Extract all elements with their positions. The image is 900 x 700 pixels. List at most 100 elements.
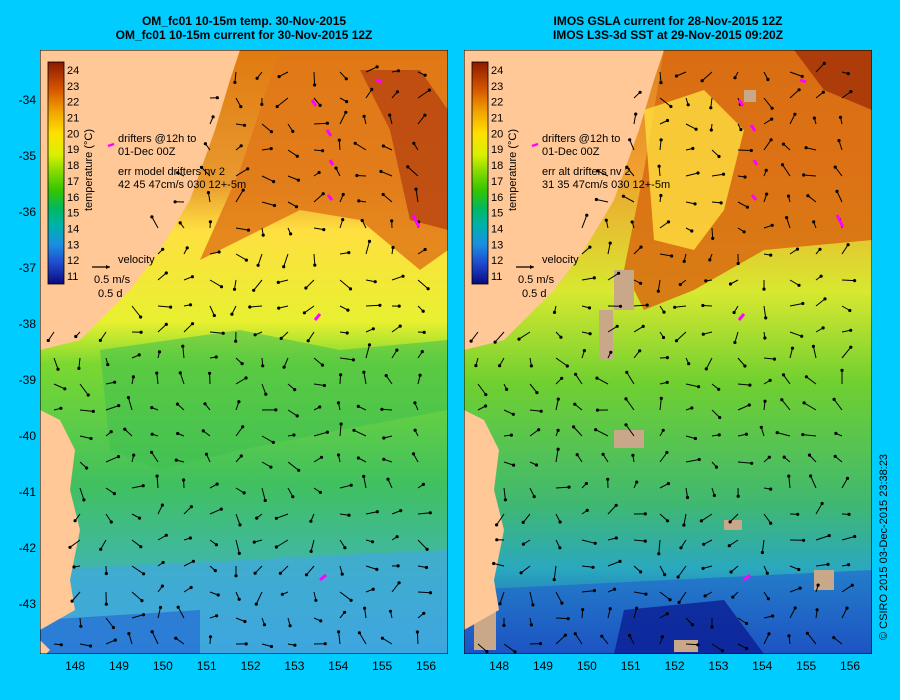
velocity-arrow-head bbox=[255, 516, 259, 520]
velocity-arrow-head bbox=[271, 440, 275, 444]
velocity-arrow-head bbox=[628, 138, 632, 142]
velocity-arrow-head bbox=[59, 406, 63, 410]
velocity-arrow-head bbox=[697, 457, 701, 462]
left-panel-title: OM_fc01 10-15m temp. 30-Nov-2015 OM_fc01… bbox=[44, 14, 444, 42]
velocity-arrow bbox=[494, 331, 505, 343]
velocity-arrow-head bbox=[712, 493, 716, 498]
velocity-arrow bbox=[711, 227, 714, 239]
velocity-arrow bbox=[623, 195, 635, 203]
velocity-arrow bbox=[555, 591, 563, 604]
velocity-arrow-head bbox=[708, 258, 712, 262]
velocity-arrow-head bbox=[219, 507, 223, 511]
velocity-arrow-head bbox=[289, 232, 293, 236]
velocity-arrow-head bbox=[428, 511, 432, 515]
velocity-arrow bbox=[416, 631, 419, 645]
velocity-arrow bbox=[789, 607, 796, 619]
panel1-x-tick-label: 150 bbox=[576, 659, 597, 673]
velocity-arrow-head bbox=[532, 495, 536, 499]
left-colorbar-label: temperature (°C) bbox=[83, 129, 95, 211]
velocity-arrow bbox=[157, 305, 171, 308]
velocity-arrow-head bbox=[253, 333, 257, 337]
velocity-arrow-head bbox=[845, 476, 850, 480]
velocity-arrow-head bbox=[357, 199, 361, 203]
velocity-arrow-head bbox=[208, 371, 212, 375]
velocity-arrow-head bbox=[770, 106, 774, 110]
velocity-arrow-head bbox=[643, 512, 647, 516]
velocity-arrow-head bbox=[155, 371, 159, 375]
velocity-arrow-head bbox=[539, 409, 543, 413]
velocity-arrow-head bbox=[318, 405, 322, 409]
velocity-arrow-head bbox=[728, 520, 732, 524]
velocity-arrow-head bbox=[714, 465, 719, 469]
velocity-arrow-head bbox=[191, 559, 195, 563]
right-legend-err-1: err alt drifters nv 2 bbox=[542, 166, 631, 178]
velocity-arrow-head bbox=[484, 393, 488, 397]
velocity-arrow-head bbox=[513, 650, 517, 654]
velocity-arrow bbox=[625, 424, 635, 437]
velocity-arrow-head bbox=[68, 545, 72, 549]
velocity-arrow-head bbox=[582, 349, 586, 353]
panel0-y-tick-label: -42 bbox=[18, 540, 36, 555]
velocity-arrow bbox=[807, 632, 817, 645]
velocity-arrow-head bbox=[302, 311, 306, 315]
velocity-arrow-head bbox=[423, 113, 427, 117]
velocity-arrow bbox=[841, 244, 849, 255]
velocity-arrow-head bbox=[150, 406, 154, 410]
velocity-arrow-head bbox=[176, 605, 180, 609]
velocity-arrow-head bbox=[704, 367, 708, 371]
velocity-arrow-head bbox=[670, 254, 674, 258]
colorbar-tick-label: 18 bbox=[491, 160, 503, 172]
velocity-arrow-head bbox=[585, 213, 589, 217]
velocity-arrow-head bbox=[809, 474, 813, 478]
velocity-arrow-head bbox=[395, 90, 399, 94]
velocity-arrow bbox=[53, 357, 59, 370]
velocity-arrow-head bbox=[221, 331, 225, 335]
velocity-arrow-head bbox=[592, 276, 596, 280]
velocity-arrow-head bbox=[214, 355, 218, 359]
velocity-arrow bbox=[503, 487, 506, 500]
velocity-arrow-head bbox=[370, 87, 374, 91]
velocity-arrow-head bbox=[296, 178, 300, 182]
velocity-arrow bbox=[555, 617, 569, 620]
velocity-arrow-head bbox=[241, 425, 245, 429]
velocity-arrow-head bbox=[150, 450, 154, 454]
velocity-arrow bbox=[79, 409, 94, 412]
velocity-arrow bbox=[834, 166, 843, 177]
velocity-arrow bbox=[812, 346, 817, 359]
velocity-arrow bbox=[363, 476, 367, 489]
velocity-arrow-head bbox=[846, 72, 850, 76]
velocity-arrow-head bbox=[201, 429, 205, 433]
velocity-arrow-head bbox=[639, 281, 643, 285]
velocity-arrow-head bbox=[401, 274, 405, 278]
right-map-panel: 24 23 22 21 20 19 18 17 16 15 14 13 12 11 temperature… bbox=[464, 50, 872, 654]
velocity-arrow-head bbox=[665, 380, 669, 384]
velocity-arrow-head bbox=[474, 364, 478, 368]
velocity-arrow-head bbox=[388, 609, 393, 613]
velocity-arrow-head bbox=[269, 465, 273, 469]
velocity-arrow-head bbox=[367, 239, 372, 243]
velocity-arrow-head bbox=[89, 436, 93, 441]
velocity-arrow-head bbox=[382, 457, 386, 461]
velocity-arrow-head bbox=[832, 397, 836, 401]
velocity-arrow-head bbox=[421, 309, 425, 313]
velocity-arrow-head bbox=[214, 543, 218, 547]
velocity-arrow-head bbox=[123, 427, 127, 431]
velocity-arrow-head bbox=[674, 74, 679, 78]
velocity-arrow-head bbox=[352, 428, 356, 432]
velocity-arrow-head bbox=[600, 634, 604, 638]
velocity-arrow-head bbox=[665, 612, 669, 616]
velocity-arrow-head bbox=[282, 365, 286, 369]
velocity-arrow-head bbox=[821, 326, 825, 330]
velocity-arrow-head bbox=[353, 141, 357, 145]
velocity-arrow bbox=[157, 607, 161, 619]
velocity-arrow bbox=[659, 565, 666, 575]
velocity-arrow-head bbox=[269, 147, 273, 151]
velocity-arrow bbox=[737, 201, 748, 208]
velocity-arrow-head bbox=[820, 501, 824, 506]
velocity-arrow bbox=[415, 189, 419, 203]
velocity-arrow-head bbox=[659, 138, 663, 142]
velocity-arrow-head bbox=[693, 202, 697, 206]
velocity-arrow-head bbox=[261, 364, 265, 368]
velocity-arrow bbox=[761, 539, 765, 553]
velocity-arrow-head bbox=[217, 250, 221, 254]
